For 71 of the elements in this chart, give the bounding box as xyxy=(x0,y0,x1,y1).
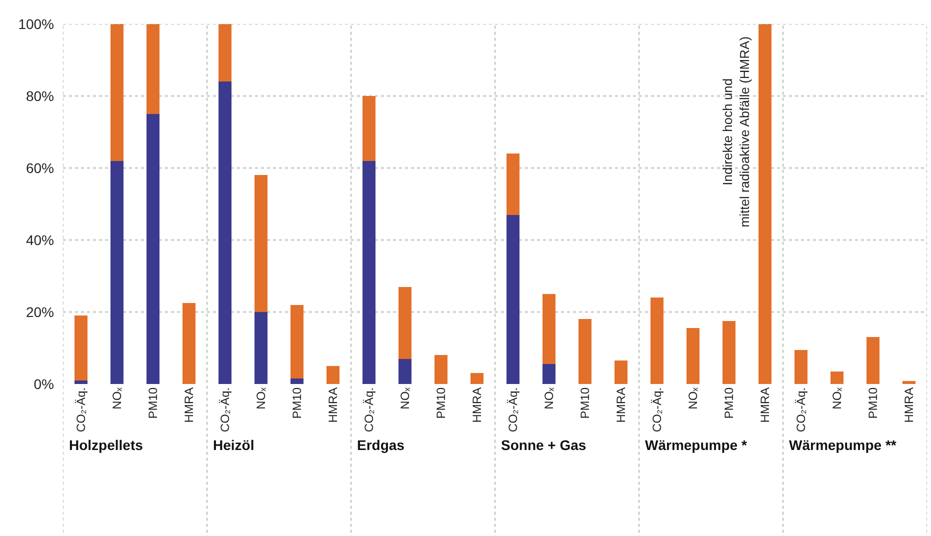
x-tick-label: HMRA xyxy=(182,387,196,423)
bar xyxy=(362,96,376,161)
x-tick-label: PM10 xyxy=(290,387,304,419)
bar xyxy=(398,286,412,359)
x-tick-label: NOₓ xyxy=(254,387,268,410)
x-tick-label: PM10 xyxy=(434,387,448,419)
bar xyxy=(434,355,448,384)
x-tick-label: NOₓ xyxy=(830,387,844,410)
text: Heizöl xyxy=(213,437,254,453)
y-tick-label: 40% xyxy=(26,232,54,248)
bar xyxy=(614,360,628,384)
bar xyxy=(218,82,232,384)
y-tick-label: 100% xyxy=(18,16,54,32)
bar xyxy=(578,319,592,384)
x-tick-label: HMRA xyxy=(470,387,484,423)
bar xyxy=(794,350,808,384)
x-tick-label: CO₂-Äq. xyxy=(74,387,88,432)
bar xyxy=(542,364,556,384)
bar xyxy=(182,303,196,384)
bar xyxy=(110,24,124,161)
bar xyxy=(470,373,484,384)
x-tick-label: PM10 xyxy=(146,387,160,419)
bar xyxy=(362,160,376,384)
annotation: Indirekte hoch und mittel radioaktive Abfälle (HMRA) xyxy=(720,36,752,228)
bar xyxy=(686,328,700,384)
bar xyxy=(254,312,268,384)
x-tick-label: HMRA xyxy=(902,387,916,423)
bar xyxy=(650,298,664,384)
bar xyxy=(146,114,160,384)
bar xyxy=(326,366,340,384)
x-tick-label: NOₓ xyxy=(542,387,556,410)
x-tick-label: CO₂-Äq. xyxy=(650,387,664,432)
x-tick-label: PM10 xyxy=(722,387,736,419)
bar xyxy=(830,371,844,384)
bar xyxy=(290,304,304,379)
bar xyxy=(902,381,916,384)
x-tick-label: HMRA xyxy=(758,387,772,423)
bar xyxy=(866,337,880,384)
y-tick-label: 20% xyxy=(26,304,54,320)
x-tick-label: HMRA xyxy=(614,387,628,423)
bar xyxy=(218,24,232,82)
bar xyxy=(398,358,412,384)
x-tick-label: NOₓ xyxy=(398,387,412,410)
text: Holzpellets xyxy=(69,437,144,453)
bar xyxy=(74,316,88,380)
bar xyxy=(254,175,268,312)
x-tick-label: NOₓ xyxy=(110,387,124,410)
y-tick-label: 0% xyxy=(34,376,54,392)
x-tick-label: HMRA xyxy=(326,387,340,423)
text: Erdgas xyxy=(357,437,405,453)
bar xyxy=(290,378,304,384)
bar xyxy=(722,321,736,384)
text: Wärmepumpe ** xyxy=(789,437,897,453)
bar xyxy=(110,160,124,384)
bar xyxy=(542,294,556,364)
x-tick-label: CO₂-Äq. xyxy=(218,387,232,432)
bar xyxy=(146,24,160,114)
text: Wärmepumpe * xyxy=(645,437,748,453)
x-tick-label: CO₂-Äq. xyxy=(506,387,520,432)
y-tick-label: 60% xyxy=(26,160,54,176)
x-tick-label: PM10 xyxy=(578,387,592,419)
bar xyxy=(758,24,772,384)
bar xyxy=(506,154,520,215)
y-tick-label: 80% xyxy=(26,88,54,104)
x-tick-label: NOₓ xyxy=(686,387,700,410)
text: Sonne + Gas xyxy=(501,437,586,453)
x-tick-label: CO₂-Äq. xyxy=(362,387,376,432)
bar xyxy=(74,380,88,384)
x-tick-label: CO₂-Äq. xyxy=(794,387,808,432)
bar xyxy=(506,214,520,384)
x-tick-label: PM10 xyxy=(866,387,880,419)
